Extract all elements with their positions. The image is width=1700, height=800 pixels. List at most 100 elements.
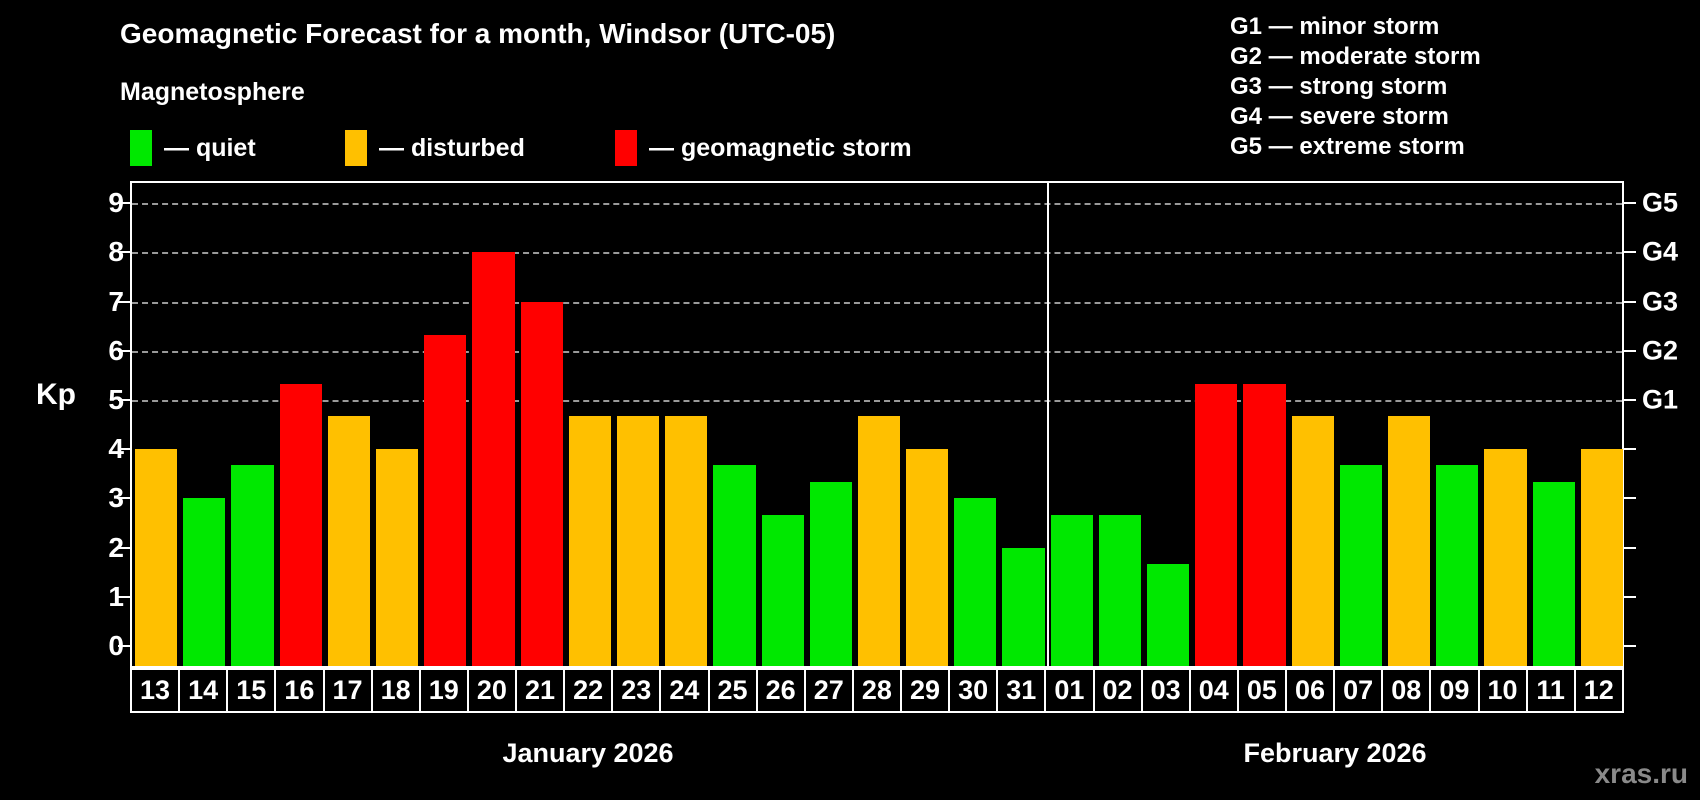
gridline-kp8: [132, 252, 1622, 255]
right-tick: [1624, 399, 1636, 401]
day-label-09: 09: [1431, 670, 1480, 711]
bar-day-21: [520, 301, 563, 666]
y-tick-label-0: 0: [108, 630, 124, 661]
bar-day-06: [1291, 416, 1334, 666]
y-tick: [118, 300, 130, 303]
day-label-07: 07: [1335, 670, 1384, 711]
right-tick: [1624, 497, 1636, 500]
y-tick: [118, 399, 130, 401]
right-tick: [1624, 300, 1636, 303]
chart-title: Geomagnetic Forecast for a month, Windso…: [120, 18, 836, 49]
y-tick: [118, 349, 130, 352]
y-tick-label-4: 4: [108, 433, 124, 465]
disturbed-color-swatch: [345, 130, 367, 166]
right-tick: [1624, 202, 1636, 205]
legend-label-disturbed: — disturbed: [379, 133, 525, 162]
day-label-08: 08: [1383, 670, 1432, 711]
chart-subtitle: Magnetosphere: [120, 78, 305, 106]
day-label-26: 26: [758, 670, 806, 711]
bar-day-11: [1532, 482, 1575, 666]
legend-item-storm: — geomagnetic storm: [615, 128, 912, 168]
y-tick: [118, 645, 130, 647]
y-tick-label-7: 7: [108, 285, 124, 317]
quiet-color-swatch: [130, 130, 152, 166]
bar-day-31: [1002, 547, 1045, 666]
y-tick: [118, 251, 130, 254]
g-axis-label-G5: G5: [1642, 187, 1679, 218]
y-tick-label-3: 3: [108, 482, 124, 514]
day-label-22: 22: [565, 670, 614, 711]
day-label-01: 01: [1046, 670, 1095, 711]
day-label-19: 19: [421, 670, 469, 711]
day-label-23: 23: [613, 670, 662, 711]
day-label-25: 25: [710, 670, 758, 711]
bar-day-05: [1243, 383, 1286, 666]
y-tick: [118, 202, 130, 205]
day-label-11: 11: [1528, 670, 1576, 711]
day-label-29: 29: [902, 670, 951, 711]
day-label-18: 18: [373, 670, 421, 711]
y-tick-label-1: 1: [108, 580, 124, 612]
bar-day-07: [1339, 465, 1383, 666]
legend-label-storm: — geomagnetic storm: [649, 133, 912, 162]
g-scale-legend-line: G2 — moderate storm: [1230, 43, 1481, 70]
right-tick: [1624, 546, 1636, 549]
day-label-12: 12: [1583, 675, 1614, 705]
day-label-06: 06: [1287, 670, 1336, 711]
g-axis-label-G3: G3: [1642, 286, 1679, 317]
bar-day-14: [183, 498, 226, 666]
bar-day-28: [857, 416, 901, 666]
bar-day-22: [568, 416, 611, 666]
bar-day-18: [375, 449, 419, 666]
gridline-kp5: [132, 400, 1622, 402]
day-label-24: 24: [661, 670, 710, 711]
bar-day-30: [954, 498, 997, 666]
bar-day-09: [1436, 465, 1479, 666]
g-scale-legend-line: G3 — strong storm: [1230, 73, 1448, 100]
plot-area: [130, 181, 1624, 668]
day-label-02: 02: [1095, 670, 1143, 711]
gridline-kp6: [132, 350, 1622, 353]
g-axis-label-G4: G4: [1642, 236, 1679, 267]
bar-day-15: [231, 465, 274, 666]
g-scale-legend-line: G5 — extreme storm: [1230, 133, 1465, 160]
bar-day-10: [1484, 449, 1527, 666]
y-tick-label-8: 8: [108, 236, 124, 268]
y-tick: [118, 546, 130, 549]
day-label-10: 10: [1480, 670, 1528, 711]
day-label-row: 13 14 15 16 17 18 19 20 21 22 23 24 25 26 27 28 29 30 31 01…: [130, 668, 1624, 713]
y-tick: [118, 497, 130, 500]
month-label-january: January 2026: [502, 738, 674, 768]
bar-day-24: [665, 416, 708, 666]
bar-day-29: [906, 449, 949, 666]
day-label-27: 27: [806, 670, 854, 711]
month-label-february: February 2026: [1243, 738, 1427, 768]
y-tick: [118, 595, 130, 598]
day-label-28: 28: [854, 670, 902, 711]
bar-day-01: [1050, 514, 1093, 666]
bar-day-25: [713, 465, 756, 666]
legend-item-disturbed: — disturbed: [345, 128, 525, 168]
g-scale-legend-line: G1 — minor storm: [1230, 13, 1440, 40]
day-label-20: 20: [469, 670, 517, 711]
bar-day-19: [424, 334, 467, 666]
right-tick: [1624, 645, 1636, 647]
legend-item-quiet: — quiet: [130, 128, 256, 168]
g-scale-legend: G1 — minor storm G2 — moderate storm G3 — …: [1230, 12, 1481, 162]
day-label-04: 04: [1191, 670, 1239, 711]
gridline-kp7: [132, 301, 1622, 304]
right-tick: [1624, 448, 1636, 451]
month-divider: [1046, 183, 1049, 666]
day-label-21: 21: [517, 670, 566, 711]
day-label-05: 05: [1239, 670, 1287, 711]
day-label-16: 16: [276, 670, 325, 711]
g-axis-label-G1: G1: [1642, 384, 1679, 415]
right-tick: [1624, 349, 1636, 352]
bar-day-20: [472, 252, 515, 666]
right-tick: [1624, 251, 1636, 254]
y-tick-label-9: 9: [108, 187, 124, 219]
g-axis-label-G2: G2: [1642, 335, 1679, 366]
bar-day-04: [1195, 383, 1238, 666]
right-tick: [1624, 595, 1636, 598]
